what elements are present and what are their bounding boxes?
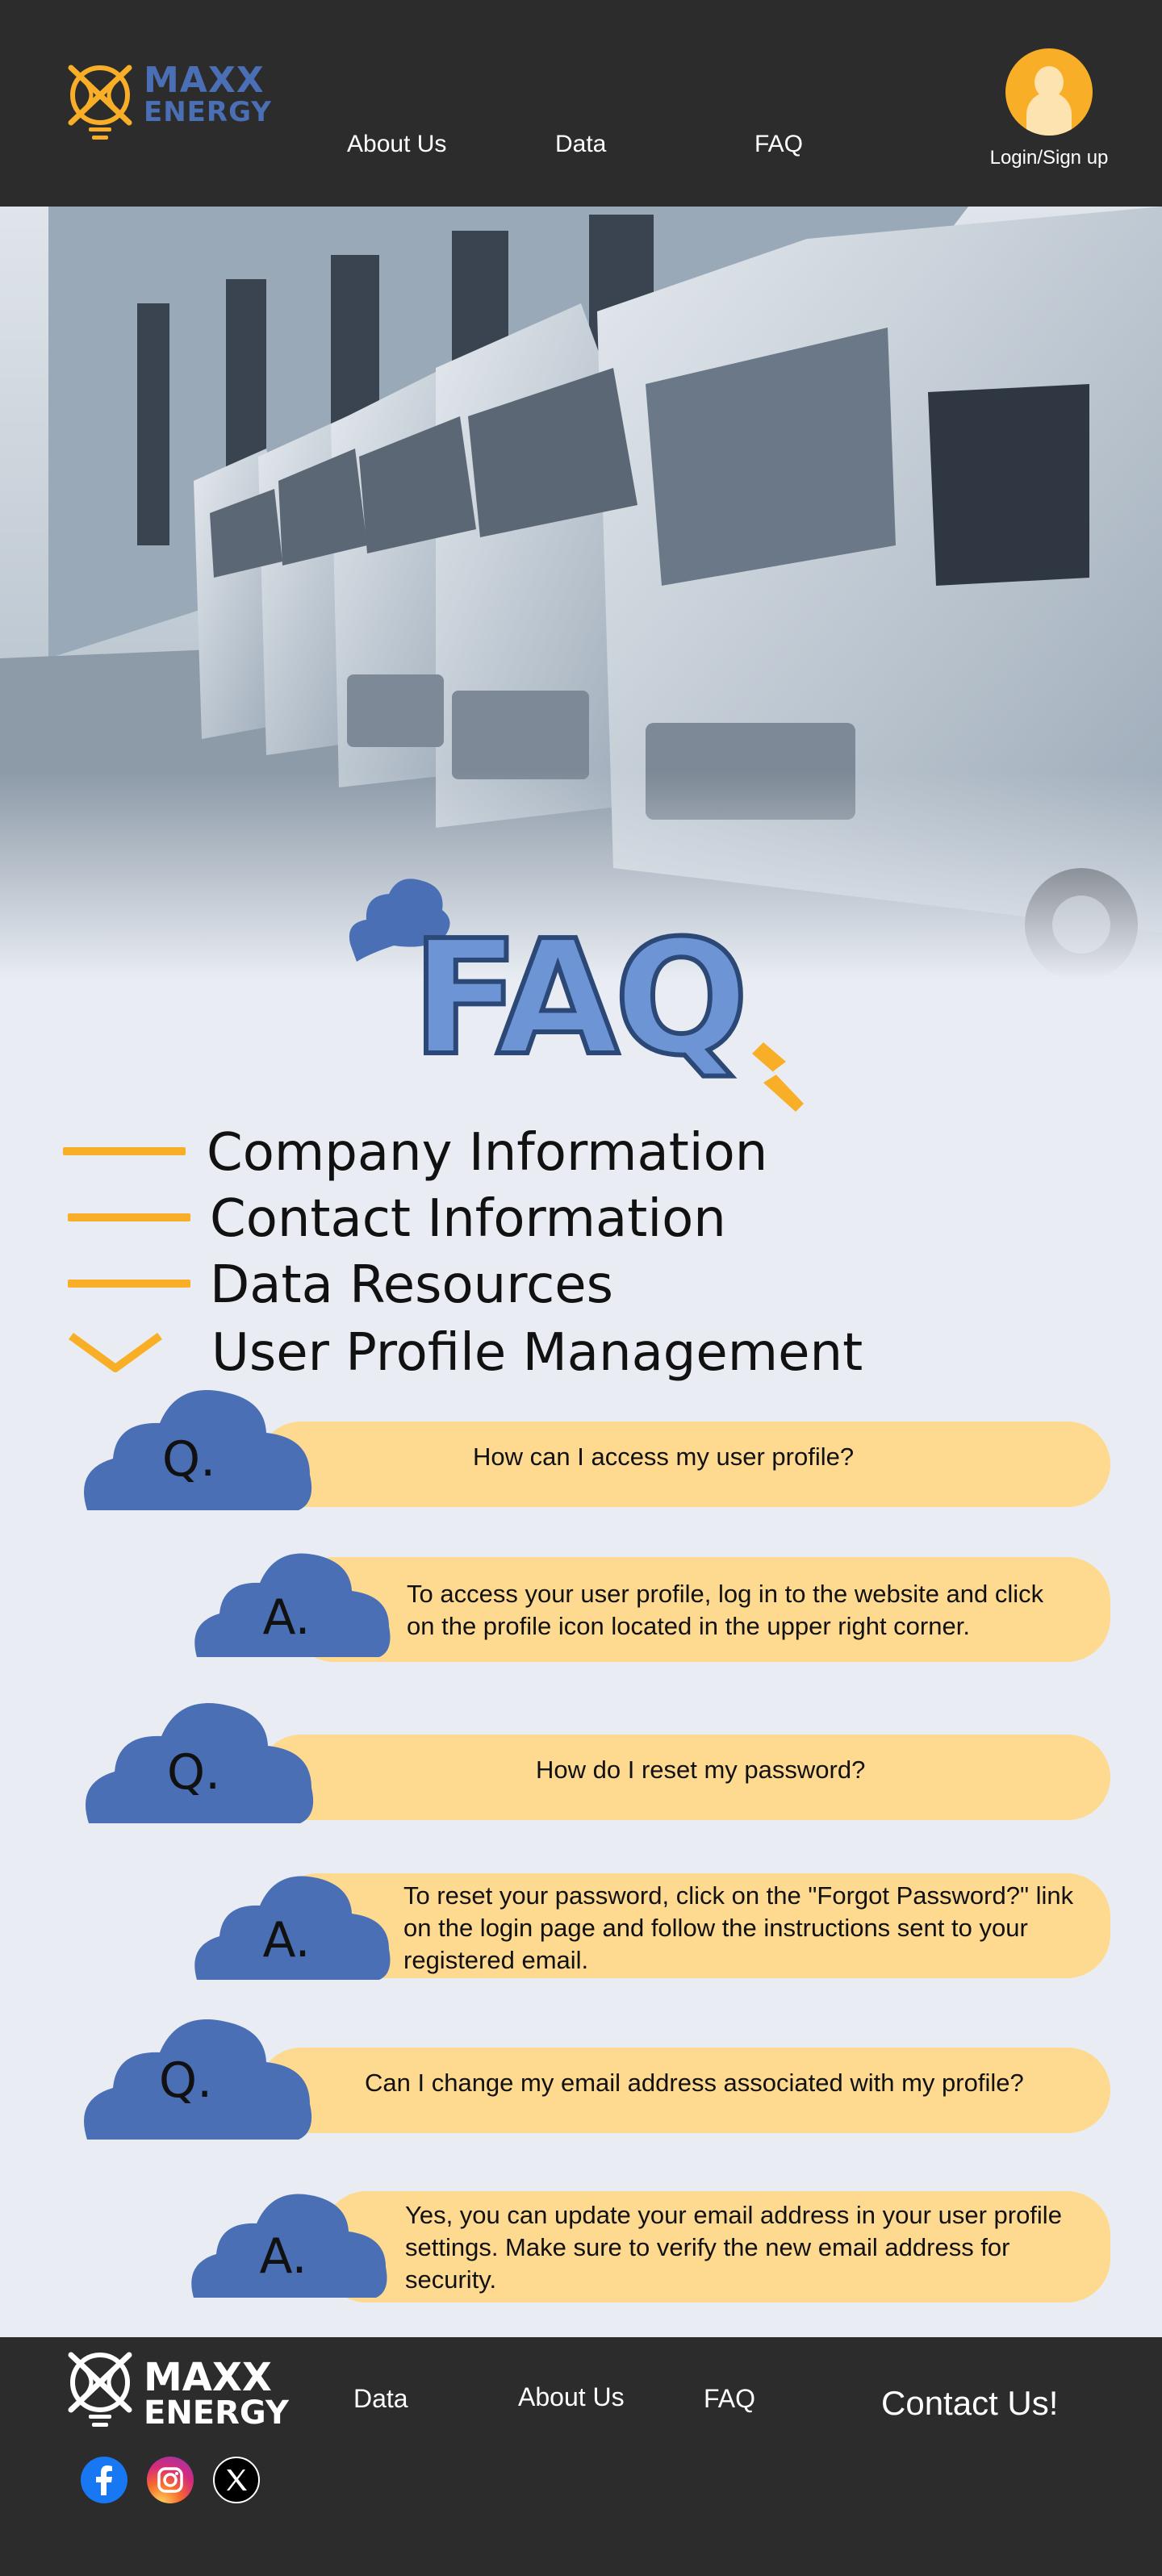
answer-text: To access your user profile, log in to t… (407, 1580, 1044, 1640)
question-pill[interactable]: How do I reset my password? (258, 1735, 1110, 1820)
answer-text: Yes, you can update your email address i… (405, 2201, 1062, 2294)
logo-line1: MAXX (144, 2355, 272, 2400)
user-avatar-icon (1005, 48, 1093, 136)
maxx-energy-logo[interactable]: MAXX ENERGY (63, 58, 281, 147)
logo-line2: ENERGY (144, 96, 272, 128)
answer-cloud-icon: A. (192, 1868, 394, 1980)
facebook-icon[interactable] (81, 2457, 127, 2503)
nav-faq[interactable]: FAQ (754, 131, 804, 157)
question-text: How do I reset my password? (536, 1756, 866, 1784)
answer-text: To reset your password, click on the "Fo… (403, 1881, 1074, 1974)
category-label: Company Information (207, 1123, 768, 1183)
nav-about-us[interactable]: About Us (347, 131, 447, 157)
hero-trucks-image (0, 207, 1162, 981)
q-marker: Q. (161, 1431, 216, 1488)
question-cloud-icon: Q. (81, 2010, 316, 2140)
answer-pill: Yes, you can update your email address i… (323, 2191, 1110, 2303)
q-marker: Q. (166, 1744, 221, 1801)
category-label: Data Resources (210, 1255, 613, 1315)
logo-line1: MAXX (144, 60, 265, 101)
login-signup-button[interactable]: Login/Sign up (976, 47, 1122, 176)
category-label: Contact Information (210, 1189, 726, 1249)
site-footer: MAXX ENERGY Data About Us FAQ Contact Us… (0, 2337, 1162, 2576)
nav-data[interactable]: Data (555, 131, 607, 157)
collapsed-dash-icon (68, 1213, 190, 1221)
question-cloud-icon: Q. (81, 1381, 316, 1510)
question-pill[interactable]: How can I access my user profile? (258, 1422, 1110, 1507)
bulb-logo-icon (68, 2352, 132, 2427)
faq-page-title: FAQ (409, 907, 751, 1091)
answer-cloud-icon: A. (189, 2186, 391, 2298)
category-label: User Profile Management (211, 1323, 863, 1383)
answer-cloud-icon: A. (192, 1546, 394, 1657)
answer-pill: To access your user profile, log in to t… (290, 1557, 1110, 1662)
q-marker: Q. (158, 2052, 213, 2109)
answer-pill: To reset your password, click on the "Fo… (274, 1873, 1110, 1978)
logo-wordmark: MAXX ENERGY (144, 60, 272, 128)
contact-us-link[interactable]: Contact Us! (881, 2384, 1059, 2422)
collapsed-dash-icon (63, 1147, 186, 1155)
x-icon[interactable] (213, 2457, 260, 2503)
a-marker: A. (259, 2228, 307, 2285)
question-text: Can I change my email address associated… (365, 2069, 1024, 2097)
category-contact-information[interactable]: Contact Information (0, 1183, 888, 1249)
lightning-bolt-icon (752, 1042, 804, 1112)
category-data-resources[interactable]: Data Resources (0, 1249, 888, 1315)
category-user-profile-management[interactable]: User Profile Management (0, 1317, 888, 1383)
footer-logo-wordmark: MAXX ENERGY (144, 2358, 289, 2429)
footer-nav-data[interactable]: Data (353, 2384, 408, 2413)
question-text: How can I access my user profile? (473, 1442, 855, 1471)
logo-line2: ENERGY (144, 2394, 289, 2432)
collapsed-dash-icon (68, 1280, 190, 1288)
footer-nav-about-us[interactable]: About Us (518, 2382, 625, 2411)
chevron-down-icon (69, 1332, 162, 1372)
faq-cloud-icon (349, 879, 450, 962)
instagram-icon[interactable] (147, 2457, 194, 2503)
a-marker: A. (262, 1912, 311, 1969)
question-cloud-icon: Q. (82, 1694, 318, 1823)
a-marker: A. (262, 1589, 311, 1646)
footer-nav-faq[interactable]: FAQ (704, 2384, 756, 2413)
login-signup-label: Login/Sign up (989, 147, 1109, 169)
site-header: MAXX ENERGY About Us Data FAQ Login/Sign… (0, 0, 1162, 207)
footer-maxx-energy-logo[interactable]: MAXX ENERGY (61, 2345, 295, 2434)
bulb-logo-icon (68, 65, 132, 140)
category-company-information[interactable]: Company Information (0, 1117, 888, 1183)
question-pill[interactable]: Can I change my email address associated… (258, 2048, 1110, 2133)
